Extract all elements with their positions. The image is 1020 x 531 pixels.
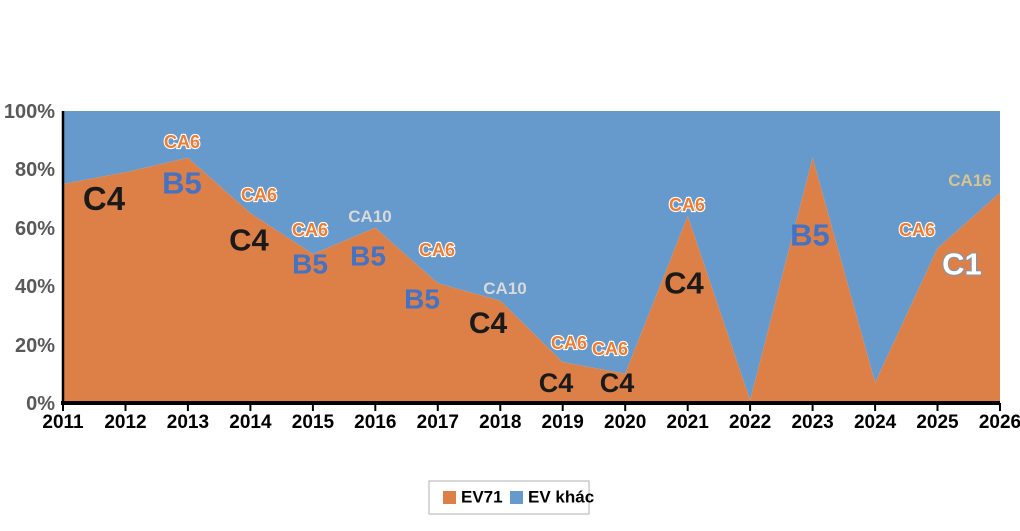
svg-text:2011: 2011 — [42, 412, 84, 433]
svg-text:C4: C4 — [539, 368, 574, 398]
svg-text:C4: C4 — [664, 266, 704, 301]
svg-text:B5: B5 — [404, 284, 440, 315]
svg-text:C4: C4 — [469, 307, 508, 340]
svg-text:2023: 2023 — [791, 412, 833, 433]
svg-text:60%: 60% — [15, 218, 55, 240]
svg-text:2012: 2012 — [104, 412, 146, 433]
svg-text:B5: B5 — [350, 241, 386, 272]
svg-text:40%: 40% — [15, 276, 55, 298]
svg-text:C4: C4 — [600, 368, 635, 398]
svg-text:100%: 100% — [4, 101, 55, 123]
svg-text:CA6: CA6 — [551, 333, 587, 353]
svg-text:CA6: CA6 — [241, 185, 277, 205]
svg-text:2016: 2016 — [354, 412, 396, 433]
svg-text:2017: 2017 — [417, 412, 459, 433]
svg-text:2022: 2022 — [729, 412, 771, 433]
svg-text:2015: 2015 — [292, 412, 335, 433]
svg-text:CA6: CA6 — [899, 220, 935, 240]
svg-text:2026: 2026 — [979, 412, 1020, 433]
svg-text:C1: C1 — [942, 247, 982, 282]
svg-text:2014: 2014 — [229, 412, 272, 433]
svg-text:CA6: CA6 — [419, 240, 455, 260]
svg-text:B5: B5 — [162, 166, 202, 201]
svg-text:C4: C4 — [83, 180, 126, 217]
svg-text:CA6: CA6 — [164, 132, 200, 152]
svg-text:EV71: EV71 — [461, 488, 503, 507]
svg-text:CA6: CA6 — [669, 195, 705, 215]
svg-text:2025: 2025 — [916, 412, 959, 433]
svg-text:2020: 2020 — [604, 412, 646, 433]
svg-text:2024: 2024 — [854, 412, 897, 433]
svg-text:20%: 20% — [15, 335, 55, 357]
svg-text:CA10: CA10 — [348, 207, 391, 226]
svg-text:CA6: CA6 — [292, 220, 328, 240]
svg-text:B5: B5 — [292, 249, 328, 280]
svg-text:2021: 2021 — [667, 412, 710, 433]
svg-text:B5: B5 — [790, 218, 830, 253]
svg-text:EV khác: EV khác — [528, 488, 594, 507]
svg-text:80%: 80% — [15, 159, 55, 181]
svg-text:2013: 2013 — [167, 412, 209, 433]
svg-text:CA6: CA6 — [592, 339, 628, 359]
svg-text:CA16: CA16 — [948, 171, 991, 190]
svg-text:CA10: CA10 — [483, 279, 526, 298]
svg-text:C4: C4 — [229, 223, 269, 258]
svg-text:2019: 2019 — [542, 412, 584, 433]
svg-text:2018: 2018 — [479, 412, 521, 433]
